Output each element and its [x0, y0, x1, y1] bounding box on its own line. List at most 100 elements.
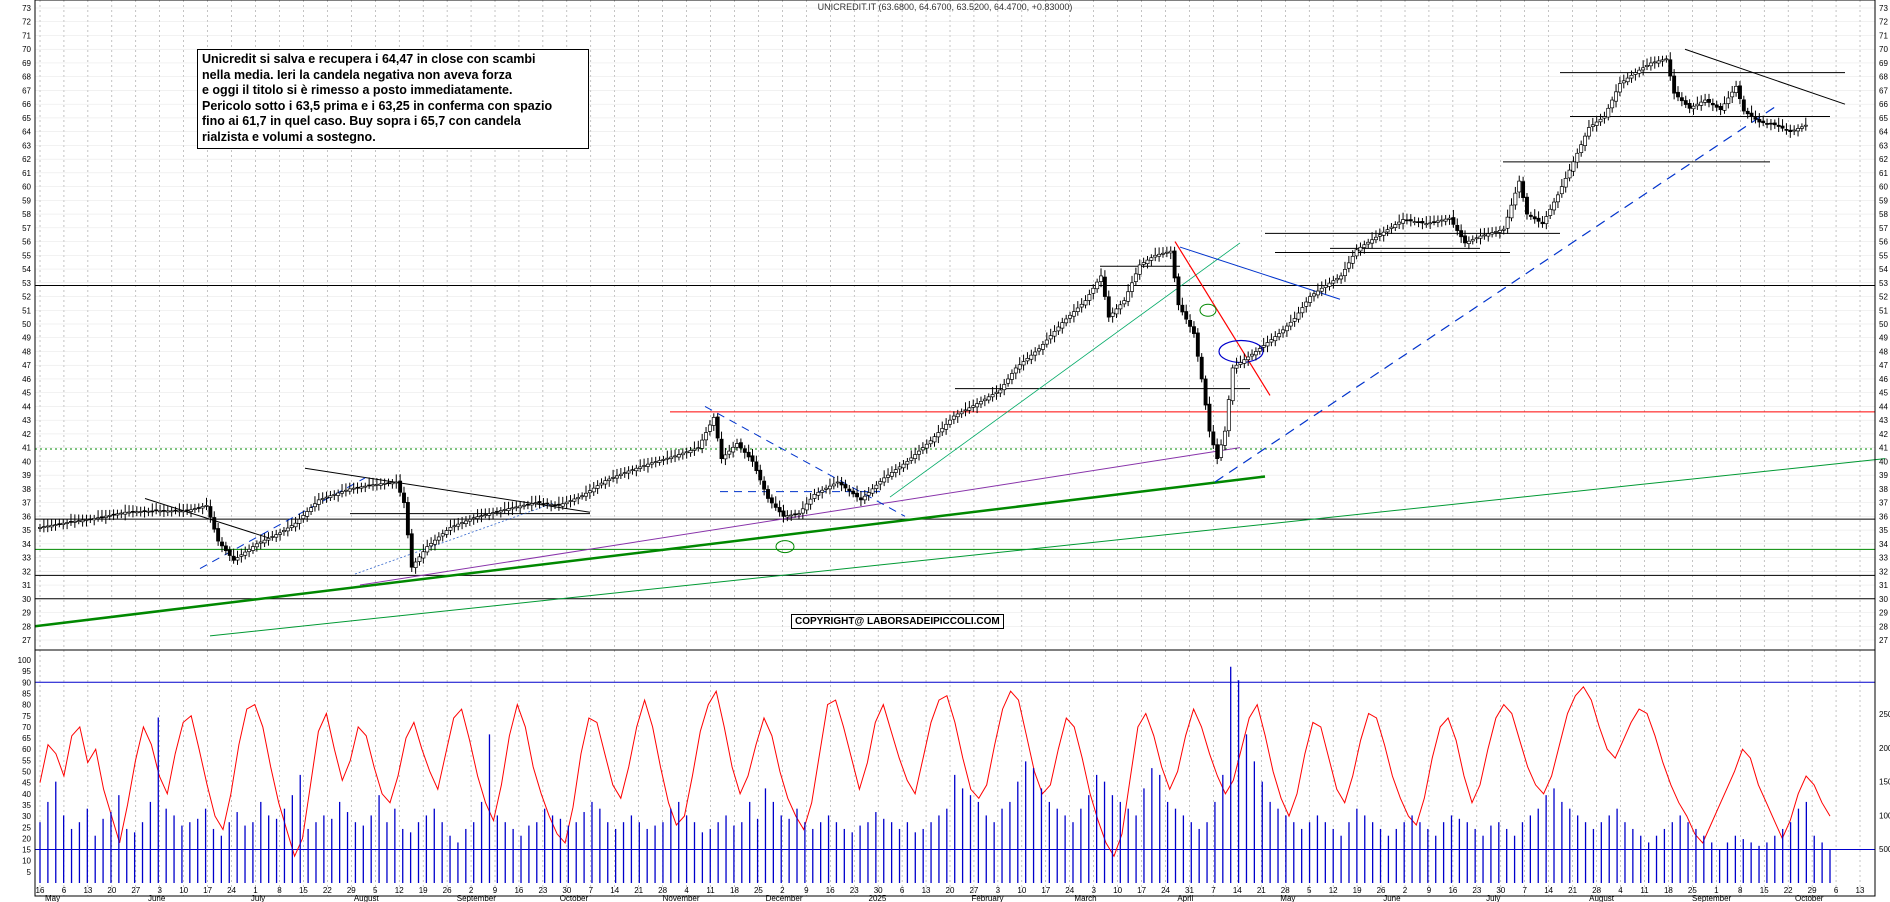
y-tick-left: 29: [22, 609, 31, 618]
candle-body: [1703, 99, 1708, 103]
candle-body: [1428, 222, 1433, 225]
y-tick-right: 61: [1879, 169, 1888, 178]
x-day-label: 9: [493, 886, 498, 895]
candle-body: [1416, 221, 1421, 223]
x-day-label: 30: [874, 886, 883, 895]
candle-body: [1590, 124, 1595, 127]
candle-body: [285, 527, 290, 532]
y-tick-left: 36: [22, 512, 31, 521]
candle-body: [409, 533, 414, 568]
candle-body: [549, 504, 554, 506]
candle-body: [587, 490, 592, 494]
rsi-tick: 60: [22, 745, 31, 754]
candle-body: [1726, 97, 1731, 104]
candle-body: [297, 518, 302, 524]
candle-body: [1478, 235, 1483, 239]
x-day-label: 23: [1472, 886, 1481, 895]
candle-body: [251, 546, 255, 551]
candle-body: [429, 543, 434, 547]
candle-body: [1672, 75, 1677, 94]
candle-body: [948, 419, 952, 425]
y-tick-right: 40: [1879, 457, 1888, 466]
x-day-label: 29: [347, 886, 356, 895]
candle-body: [80, 519, 85, 523]
candle-body: [158, 510, 162, 513]
candle-body: [944, 423, 949, 430]
candle-body: [1195, 332, 1200, 357]
candle-body: [522, 504, 526, 507]
y-tick-right: 43: [1879, 416, 1888, 425]
candle-body: [1068, 314, 1072, 319]
candle-body: [940, 428, 945, 433]
candle-body: [1714, 104, 1719, 108]
x-day-label: 6: [900, 886, 905, 895]
candle-body: [1738, 85, 1742, 100]
candle-body: [1176, 276, 1181, 306]
x-day-label: 7: [589, 886, 594, 895]
y-tick-left: 72: [22, 18, 31, 27]
candle-body: [1040, 344, 1045, 350]
candle-body: [1087, 294, 1092, 301]
candle-body: [88, 518, 93, 521]
candle-body: [336, 492, 341, 496]
candle-body: [1579, 144, 1584, 153]
candle-body: [1010, 373, 1014, 380]
candle-body: [1370, 239, 1375, 244]
candle-body: [200, 506, 205, 509]
candle-body: [576, 496, 581, 500]
candle-body: [1029, 354, 1034, 360]
candle-body: [1385, 229, 1390, 233]
x-day-label: 3: [158, 886, 163, 895]
candle-body: [870, 488, 875, 494]
y-tick-right: 63: [1879, 141, 1888, 150]
rsi-tick: 25: [22, 823, 31, 832]
rsi-tick: 70: [22, 723, 31, 732]
blue-dash-downtrend: [704, 405, 906, 517]
x-day-label: 20: [107, 886, 116, 895]
y-tick-right: 28: [1879, 622, 1888, 631]
candle-body: [866, 492, 871, 496]
candle-body: [1343, 269, 1347, 277]
x-day-label: 18: [730, 886, 739, 895]
candle-body: [773, 503, 778, 508]
candle-body: [889, 472, 894, 477]
candle-body: [231, 555, 236, 561]
candle-body: [537, 501, 542, 504]
candle-body: [1602, 116, 1607, 119]
candle-body: [378, 483, 383, 486]
candle-body: [1718, 105, 1723, 111]
major-uptrend-line: [34, 475, 1266, 628]
x-month-label: September: [457, 894, 496, 902]
y-tick-left: 57: [22, 224, 31, 233]
candle-body: [386, 482, 391, 485]
candle-body: [1761, 120, 1766, 124]
candle-body: [688, 450, 693, 454]
candle-body: [1463, 235, 1467, 244]
candle-body: [851, 490, 856, 495]
y-tick-right: 36: [1879, 512, 1888, 521]
candle-body: [69, 521, 73, 523]
x-day-label: 14: [610, 886, 619, 895]
y-tick-left: 30: [22, 595, 31, 604]
candle-body: [1757, 118, 1762, 123]
candle-body: [65, 522, 70, 524]
candle-body: [1730, 91, 1735, 98]
candle-body: [955, 413, 960, 418]
y-tick-left: 43: [22, 416, 31, 425]
candle-body: [425, 546, 430, 553]
candle-body: [1707, 99, 1711, 103]
candle-body: [525, 503, 530, 506]
candle-body: [951, 415, 956, 420]
y-tick-right: 42: [1879, 430, 1888, 439]
purple-trend-line: [359, 447, 1241, 586]
candle-body: [661, 458, 666, 461]
candle-body: [1172, 250, 1177, 279]
x-day-label: 2: [780, 886, 785, 895]
candle-body: [1443, 218, 1448, 222]
x-day-label: 28: [1592, 886, 1601, 895]
candle-body: [936, 432, 941, 438]
candle-body: [781, 510, 786, 517]
candle-body: [1490, 232, 1495, 235]
candle-body: [363, 485, 368, 488]
candle-body: [1556, 194, 1560, 203]
